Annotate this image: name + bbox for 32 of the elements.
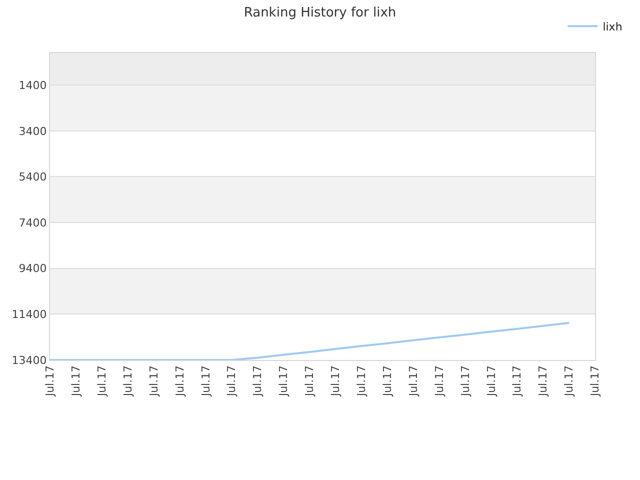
x-tick-label: Jul.17 (251, 365, 264, 398)
y-tick-label: 1400 (18, 78, 47, 92)
x-tick-label: Jul.17 (147, 365, 160, 398)
x-tick-label: Jul.17 (303, 365, 316, 398)
y-tick-label: 11400 (12, 308, 47, 322)
x-tick-label: Jul.17 (510, 365, 524, 398)
line-series (50, 322, 570, 360)
x-tick-label: Jul.17 (380, 365, 394, 398)
x-tick-label: Jul.17 (225, 365, 238, 398)
legend-label: lixh (602, 20, 622, 34)
x-tick-label: Jul.17 (199, 365, 212, 398)
x-tick-label: Jul.17 (173, 365, 186, 398)
x-tick-label: Jul.17 (588, 365, 602, 398)
x-tick-label: Jul.17 (536, 365, 550, 398)
x-tick-label: Jul.17 (458, 365, 472, 398)
y-tick-label: 9400 (18, 262, 47, 276)
x-tick-label: Jul.17 (44, 365, 57, 398)
y-tick-label: 3400 (18, 124, 47, 138)
chart-title: Ranking History for lixh (244, 6, 396, 21)
x-tick-label: Jul.17 (70, 365, 83, 398)
x-tick-label: Jul.17 (562, 365, 576, 398)
y-tick-label: 13400 (12, 354, 47, 367)
x-tick-label: Jul.17 (329, 365, 342, 398)
x-tick-label: Jul.17 (406, 365, 420, 398)
x-tick-label: Jul.17 (121, 365, 134, 398)
x-tick-label: Jul.17 (95, 365, 108, 398)
x-tick-label: Jul.17 (432, 365, 446, 398)
x-tick-label: Jul.17 (355, 365, 368, 398)
x-tick-label: Jul.17 (277, 365, 290, 398)
x-tick-label: Jul.17 (484, 365, 498, 398)
y-tick-label: 5400 (18, 170, 47, 184)
y-tick-label: 7400 (18, 216, 47, 230)
